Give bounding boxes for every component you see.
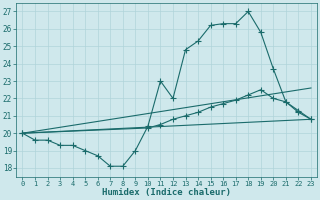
- X-axis label: Humidex (Indice chaleur): Humidex (Indice chaleur): [102, 188, 231, 197]
